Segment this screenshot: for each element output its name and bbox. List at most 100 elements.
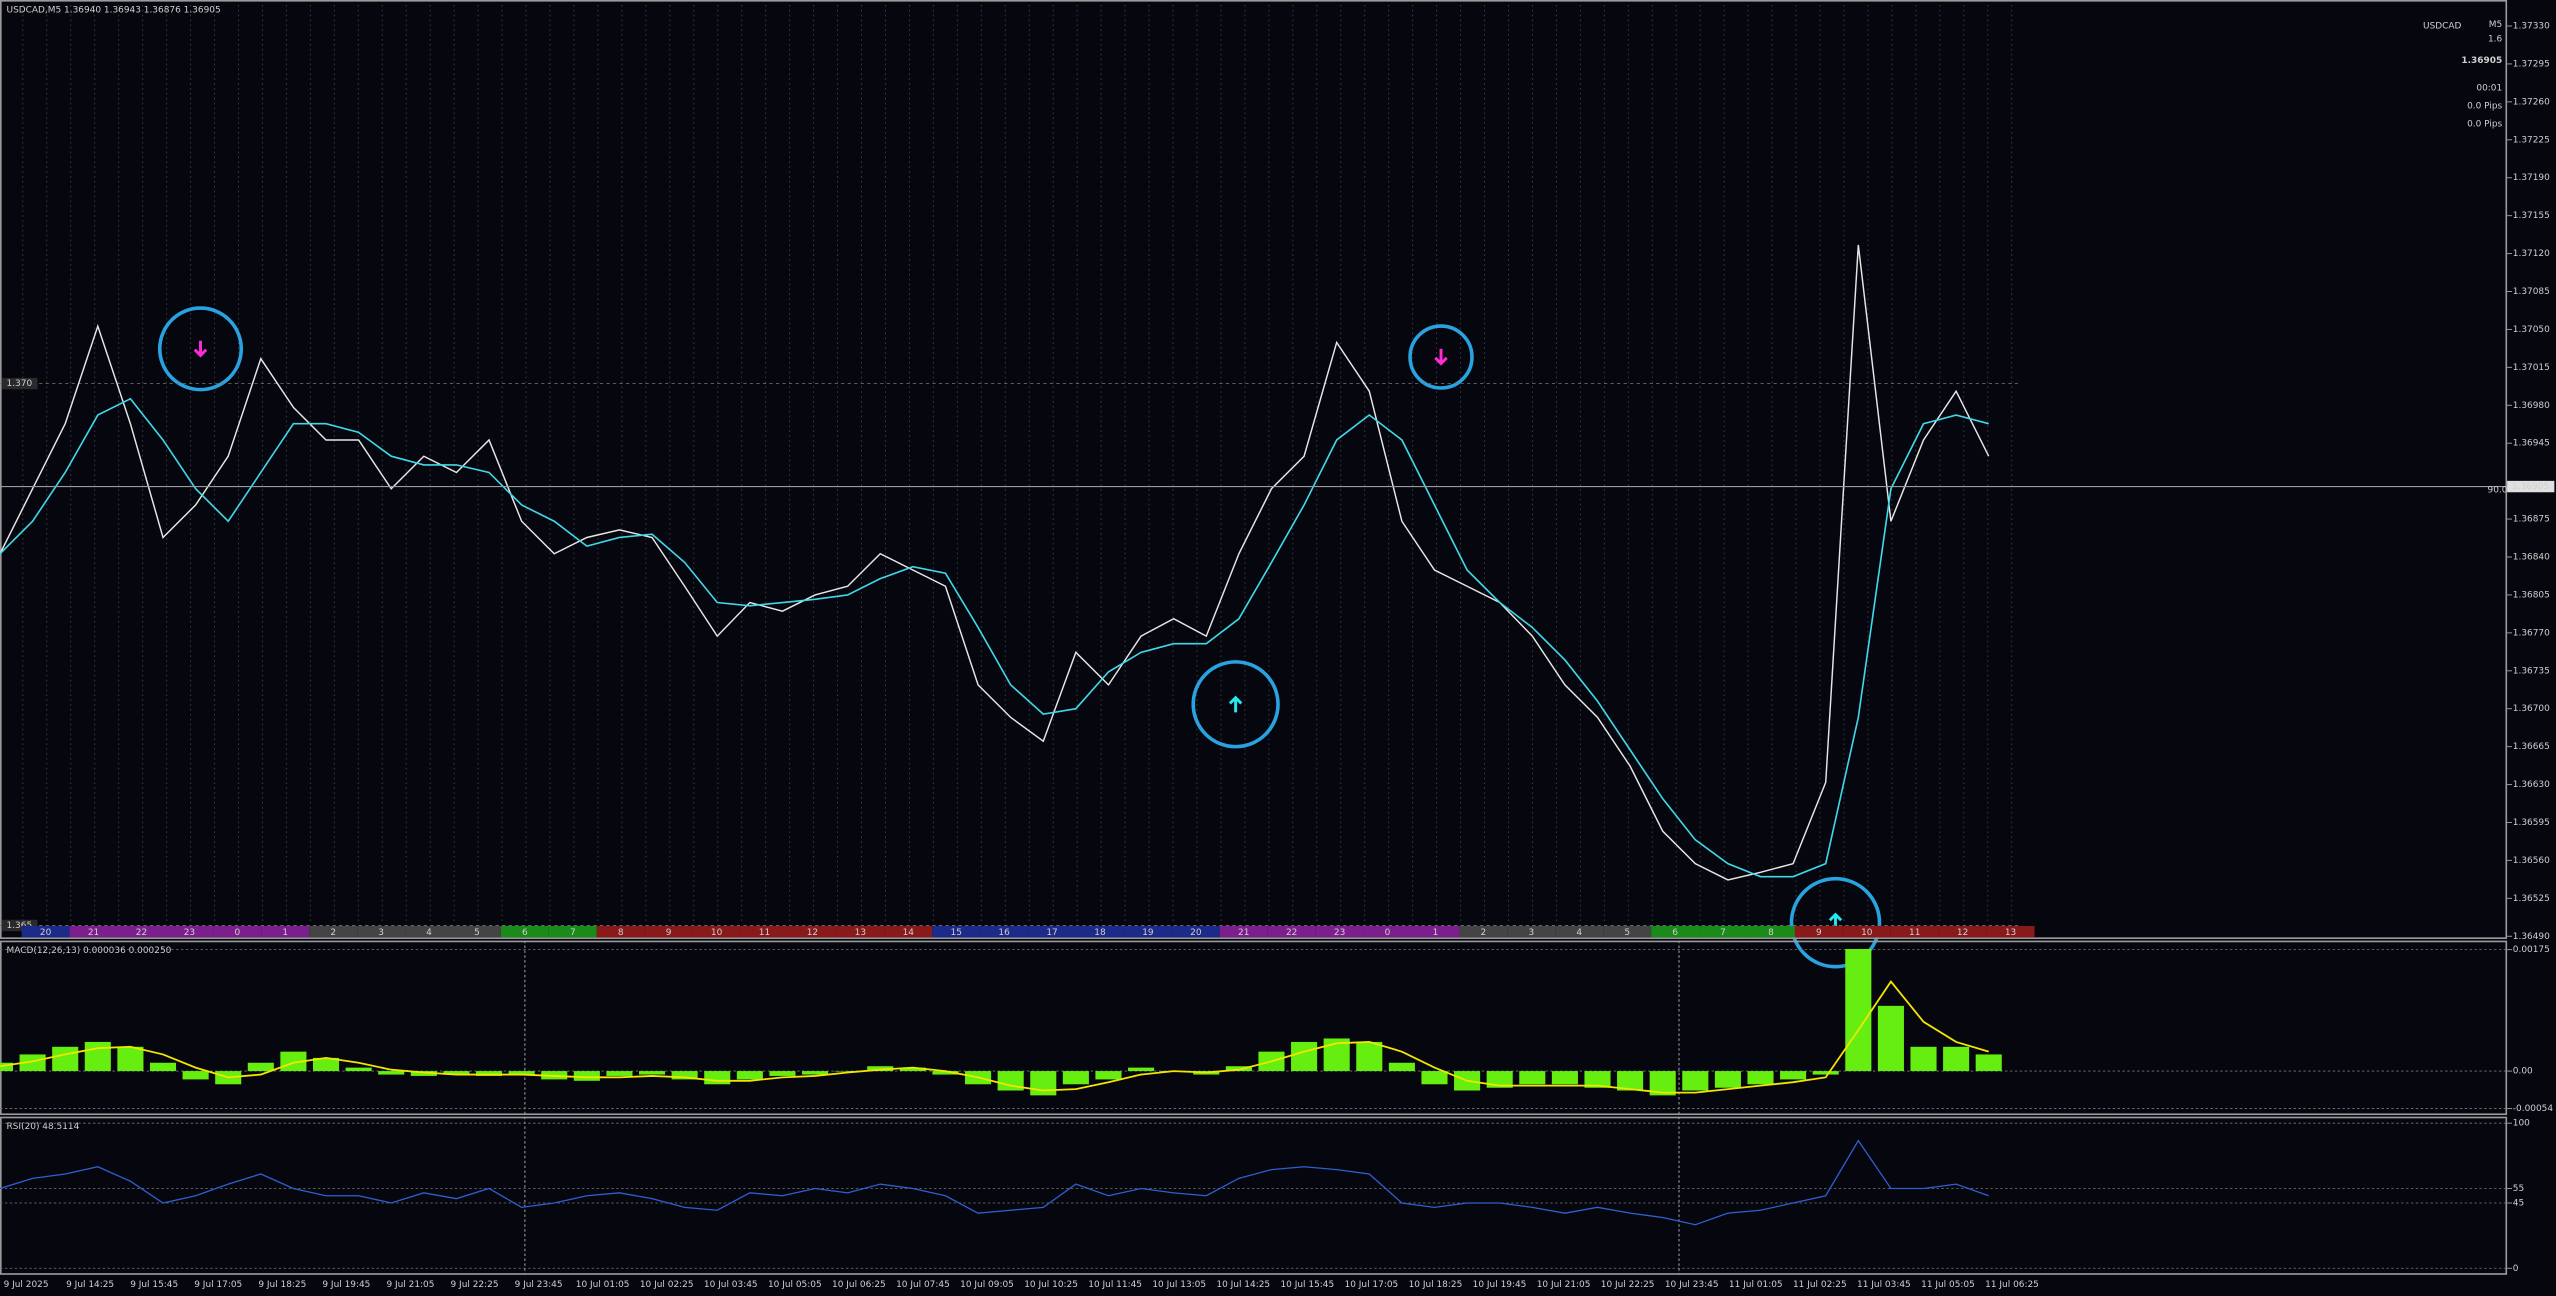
y-tick-label: 1.36805 [2513, 590, 2550, 600]
hour-segment [1699, 925, 1747, 938]
y-tick-label: 1.36875 [2513, 515, 2550, 525]
x-tick-label: 10 Jul 13:05 [1152, 1280, 1206, 1290]
bid-price: 1.36905 [2461, 56, 2502, 66]
y-tick-label: 45 [2513, 1198, 2524, 1208]
hour-label: 7 [570, 928, 576, 938]
y-tick-label: 1.36700 [2513, 704, 2550, 714]
hour-label: 2 [1481, 928, 1487, 938]
hour-segment [309, 925, 358, 938]
hour-label: 0 [234, 928, 240, 938]
x-tick-label: 10 Jul 17:05 [1345, 1280, 1399, 1290]
hour-segment [1555, 925, 1604, 938]
hour-segment [1267, 925, 1316, 938]
macd-bar [19, 1054, 46, 1072]
macd-bar [1030, 1071, 1057, 1096]
macd-bar [475, 1071, 503, 1076]
x-tick-label: 10 Jul 07:45 [896, 1280, 950, 1290]
macd-bar [1975, 1054, 2002, 1072]
x-tick-label: 10 Jul 23:45 [1665, 1280, 1719, 1290]
x-tick-label: 9 Jul 18:25 [258, 1280, 306, 1290]
hour-label: 19 [1142, 928, 1154, 938]
macd-label: MACD(12,26,13) 0.000036 0.000250 [7, 946, 172, 956]
x-tick-label: 11 Jul 06:25 [1985, 1280, 2039, 1290]
x-tick-label: 10 Jul 19:45 [1473, 1280, 1527, 1290]
hour-segment [1890, 925, 1939, 938]
hour-label: 22 [1286, 928, 1297, 938]
hour-segment [1459, 925, 1508, 938]
hour-segment [1123, 925, 1172, 938]
macd-bar [1095, 1071, 1122, 1080]
signal-arrow [193, 340, 208, 358]
macd-bar [117, 1046, 144, 1072]
hour-segment [1315, 925, 1364, 938]
y-tick-label: 1.37330 [2513, 22, 2550, 32]
x-tick-label: 11 Jul 05:05 [1921, 1280, 1975, 1290]
hour-label: 0 [1385, 928, 1391, 938]
macd-bar [1910, 1046, 1937, 1072]
macd-bar [899, 1067, 926, 1072]
price-line-label: 90.0 [2488, 485, 2508, 495]
x-tick-label: 10 Jul 11:45 [1088, 1280, 1142, 1290]
hour-label: 12 [807, 928, 818, 938]
macd-bar [1356, 1041, 1383, 1072]
y-tick-label: 0.00 [2513, 1067, 2533, 1077]
hour-segment [453, 925, 501, 938]
hour-segment [117, 925, 166, 938]
hour-segment [1171, 925, 1220, 938]
moving-average [0, 397, 1989, 878]
x-tick-label: 9 Jul 2025 [4, 1280, 49, 1290]
hour-segment [980, 925, 1029, 938]
macd-bar [1584, 1071, 1611, 1088]
current-price-label: 1.36905 [2512, 482, 2549, 492]
x-tick-label: 10 Jul 22:25 [1601, 1280, 1655, 1290]
macd-bar [1812, 1071, 1839, 1075]
hour-label: 6 [1672, 928, 1678, 938]
hour-label: 1 [1433, 928, 1439, 938]
hour-label: 5 [474, 928, 480, 938]
macd-bar [1845, 948, 1872, 1072]
hour-label: 6 [522, 928, 528, 938]
hour-segment [1746, 925, 1795, 938]
macd-bar [410, 1071, 437, 1076]
hour-segment [644, 925, 693, 938]
macd-bar [1421, 1071, 1448, 1085]
x-tick-label: 9 Jul 17:05 [194, 1280, 242, 1290]
y-tick-label: 1.36525 [2513, 894, 2550, 904]
symbol: USDCAD [2423, 22, 2462, 32]
decorations [22, 0, 2013, 1275]
pips: 0.0 Pips [2467, 101, 2502, 111]
hour-label: 13 [855, 928, 866, 938]
hour-segment [1219, 925, 1268, 938]
hour-segment [932, 925, 981, 938]
macd-bar [149, 1062, 177, 1072]
hour-label: 9 [1816, 928, 1822, 938]
macd-bar [1128, 1067, 1155, 1072]
hour-label: 9 [666, 928, 672, 938]
macd-bar [280, 1051, 307, 1072]
signal-circle [1408, 324, 1474, 390]
hour-label: 4 [1576, 928, 1582, 938]
macd-bar [1747, 1071, 1774, 1085]
current-price-box [2507, 480, 2555, 493]
macd-bar [247, 1062, 274, 1072]
hour-label: 10 [711, 928, 723, 938]
level-label: 1.370 [7, 379, 33, 389]
hour-segment [1028, 925, 1077, 938]
y-tick-label: 1.36630 [2513, 780, 2550, 790]
hour-label: 2 [330, 928, 336, 938]
hour-label: 12 [1957, 928, 1968, 938]
macd-bar [1486, 1071, 1513, 1088]
level-label-box [1, 377, 38, 390]
macd-bar [1943, 1046, 1970, 1072]
macd-bar [1291, 1041, 1318, 1072]
marks: 1.37330 1.37295 1.37260 1.37225 1.37190 1.371… [0, 22, 2555, 1290]
macd-bar [639, 1071, 666, 1075]
hour-label: 23 [184, 928, 195, 938]
x-tick-label: 9 Jul 21:05 [386, 1280, 434, 1290]
hour-segment [21, 925, 70, 938]
y-tick-label: -0.00054 [2513, 1104, 2554, 1114]
hour-segment [1507, 925, 1556, 938]
hour-label: 8 [1768, 928, 1774, 938]
macd-bar [671, 1071, 698, 1080]
